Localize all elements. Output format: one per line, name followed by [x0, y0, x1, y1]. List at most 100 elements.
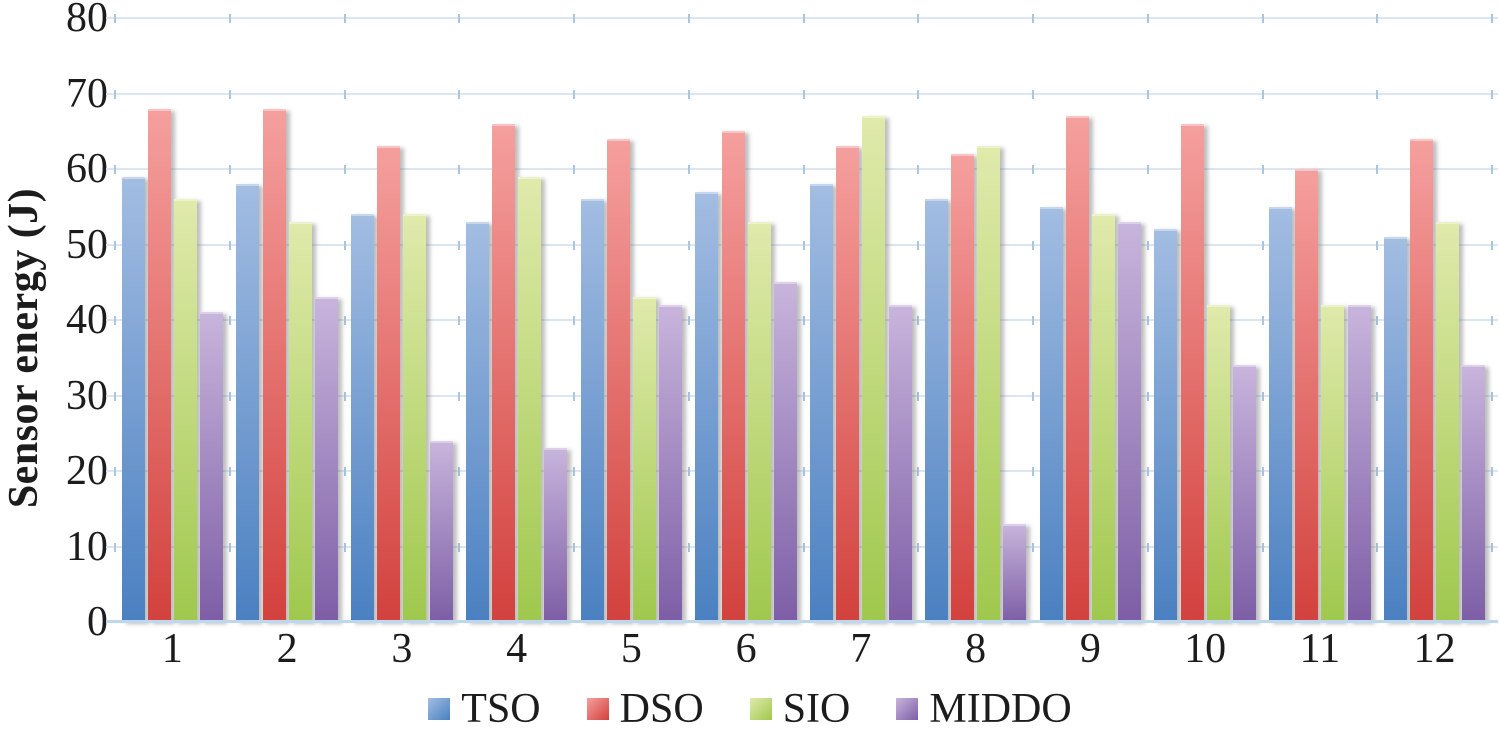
- gridline-tick: [114, 391, 116, 401]
- bar-DSO-3: [377, 146, 401, 622]
- gridline-tick: [1032, 165, 1034, 174]
- MIDDO-swatch-icon: [896, 698, 919, 720]
- gridline-tick: [1146, 89, 1149, 99]
- y-tick-label-30: 30: [66, 372, 108, 419]
- bar-MIDDO-8: [1003, 523, 1027, 622]
- x-axis-line: [106, 620, 1498, 623]
- gridline-tick: [114, 316, 116, 325]
- bar-TSO-6: [695, 191, 719, 622]
- gridline-tick: [458, 316, 461, 325]
- legend-label-TSO: TSO: [461, 686, 541, 732]
- legend-label-DSO: DSO: [619, 686, 704, 732]
- bar-TSO-8: [924, 199, 948, 622]
- gridline-tick: [802, 165, 805, 174]
- bar-TSO-11: [1269, 206, 1293, 622]
- gridline-tick: [1146, 165, 1149, 174]
- gridline-tick: [1491, 316, 1493, 325]
- bar-MIDDO-12: [1462, 365, 1486, 622]
- gridline-tick: [1261, 89, 1264, 99]
- gridline-tick: [228, 165, 231, 174]
- gridline-tick: [1376, 316, 1379, 325]
- bar-SIO-4: [518, 176, 542, 622]
- bar-DSO-8: [951, 153, 975, 622]
- y-tick-label-40: 40: [66, 297, 108, 343]
- gridline-20: [106, 470, 1498, 472]
- gridline-tick: [573, 316, 575, 325]
- gridline-30: [106, 394, 1498, 397]
- bar-SIO-1: [173, 199, 197, 622]
- legend: TSO DSO SIO MIDDO: [0, 688, 1500, 730]
- gridline-tick: [687, 165, 690, 174]
- bar-SIO-11: [1321, 304, 1345, 622]
- gridline-tick: [573, 165, 575, 174]
- x-tick-label-11: 11: [1299, 626, 1341, 672]
- gridline-tick: [343, 391, 346, 401]
- gridline-tick: [458, 240, 461, 250]
- gridline-tick: [1261, 165, 1264, 174]
- gridline-tick: [573, 14, 575, 23]
- x-tick-label-6: 6: [735, 626, 757, 672]
- bar-DSO-2: [262, 108, 286, 622]
- y-axis-tick-labels: 0 10 20 30 40 50 60 70 80: [0, 0, 108, 737]
- gridline-tick: [343, 240, 346, 250]
- y-tick-label-20: 20: [66, 448, 108, 494]
- bar-SIO-8: [977, 146, 1001, 622]
- bar-TSO-3: [351, 214, 375, 622]
- gridline-tick: [1146, 391, 1149, 401]
- gridline-tick: [114, 89, 116, 99]
- gridline-10: [106, 545, 1498, 548]
- gridline-tick: [228, 316, 231, 325]
- gridline-tick: [343, 467, 346, 476]
- x-tick-label-1: 1: [161, 626, 183, 672]
- gridline-tick: [458, 89, 461, 99]
- bar-DSO-5: [606, 138, 630, 622]
- x-tick-label-5: 5: [620, 626, 642, 672]
- bar-DSO-6: [721, 131, 745, 622]
- gridline-tick: [228, 14, 231, 23]
- bar-SIO-7: [862, 116, 886, 622]
- legend-item-DSO: DSO: [586, 686, 704, 732]
- bar-MIDDO-1: [200, 312, 224, 622]
- bar-MIDDO-3: [429, 440, 453, 622]
- gridline-tick: [1376, 165, 1379, 174]
- gridline-50: [106, 243, 1498, 246]
- TSO-swatch-icon: [428, 698, 451, 720]
- y-tick-label-10: 10: [66, 523, 108, 570]
- gridline-tick: [1032, 14, 1034, 23]
- bar-DSO-12: [1410, 138, 1434, 622]
- gridline-tick: [687, 467, 690, 476]
- gridline-tick: [802, 542, 805, 552]
- bar-MIDDO-2: [314, 297, 338, 622]
- gridline-tick: [343, 14, 346, 23]
- gridline-tick: [1376, 14, 1379, 23]
- y-tick-label-60: 60: [66, 146, 108, 192]
- bar-DSO-11: [1295, 169, 1319, 622]
- gridline-tick: [458, 467, 461, 476]
- bar-SIO-2: [288, 221, 312, 622]
- gridline-tick: [114, 14, 116, 23]
- gridline-tick: [1491, 542, 1493, 552]
- bar-MIDDO-6: [773, 282, 797, 622]
- y-tick-label-70: 70: [66, 70, 108, 117]
- gridline-tick: [1491, 240, 1493, 250]
- x-tick-label-8: 8: [965, 626, 987, 672]
- gridline-tick: [573, 391, 575, 401]
- gridline-tick: [802, 240, 805, 250]
- gridline-tick: [917, 165, 920, 174]
- x-tick-label-12: 12: [1413, 626, 1456, 672]
- gridline-tick: [458, 391, 461, 401]
- gridline-tick: [1491, 14, 1493, 23]
- bar-SIO-12: [1436, 221, 1460, 622]
- y-tick-label-0: 0: [87, 599, 108, 645]
- bar-TSO-12: [1383, 236, 1407, 622]
- bar-DSO-10: [1180, 123, 1204, 622]
- gridline-tick: [228, 240, 231, 250]
- gridline-tick: [917, 240, 920, 250]
- gridline-tick: [114, 240, 116, 250]
- gridline-tick: [343, 89, 346, 99]
- DSO-swatch-icon: [586, 698, 609, 720]
- gridline-tick: [228, 467, 231, 476]
- bar-DSO-4: [492, 123, 516, 622]
- gridline-tick: [1032, 542, 1034, 552]
- gridline-tick: [1261, 467, 1264, 476]
